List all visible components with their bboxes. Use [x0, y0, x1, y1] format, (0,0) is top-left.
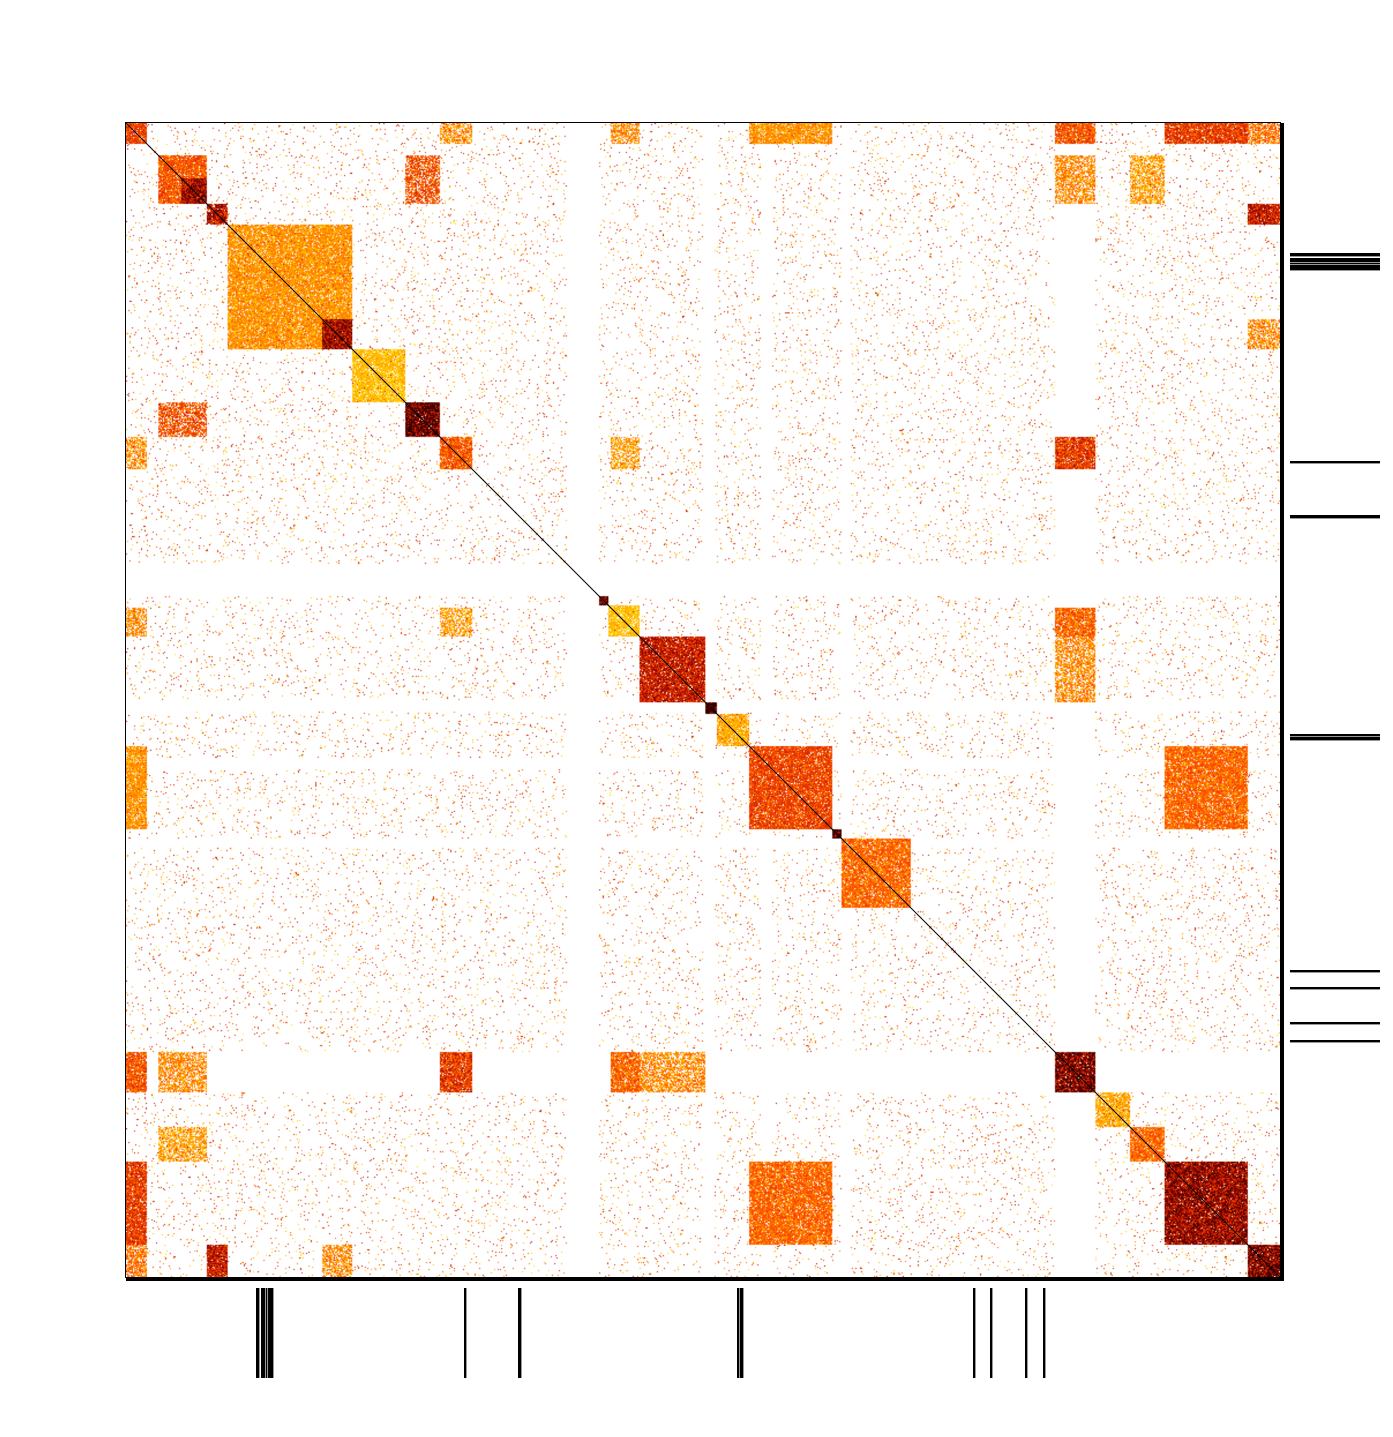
- right-marker: [1290, 259, 1380, 261]
- bottom-marker: [1025, 1288, 1027, 1378]
- bottom-marker: [519, 1288, 521, 1378]
- right-marker: [1290, 462, 1380, 464]
- bottom-marker: [256, 1288, 258, 1378]
- bottom-marker-strip: [256, 1288, 1046, 1378]
- bottom-marker: [268, 1288, 270, 1378]
- right-marker: [1290, 734, 1380, 736]
- right-marker: [1290, 253, 1380, 255]
- bottom-marker: [990, 1288, 992, 1378]
- right-marker: [1290, 265, 1380, 267]
- right-marker: [1290, 261, 1380, 263]
- bottom-marker: [974, 1288, 976, 1378]
- right-marker: [1290, 254, 1380, 256]
- right-marker: [1290, 267, 1380, 269]
- bottom-marker: [464, 1288, 466, 1378]
- right-marker: [1290, 987, 1380, 989]
- bottom-marker: [741, 1288, 743, 1378]
- bottom-marker: [269, 1288, 271, 1378]
- right-marker: [1290, 258, 1380, 260]
- bottom-marker: [271, 1288, 273, 1378]
- right-marker: [1290, 735, 1380, 737]
- right-marker: [1290, 517, 1380, 519]
- bottom-marker: [740, 1288, 742, 1378]
- right-marker: [1290, 970, 1380, 972]
- right-marker: [1290, 1041, 1380, 1043]
- bottom-marker: [263, 1288, 265, 1378]
- right-marker: [1290, 738, 1380, 740]
- bottom-marker: [257, 1288, 259, 1378]
- bottom-marker: [1043, 1288, 1045, 1378]
- right-marker: [1290, 988, 1380, 990]
- right-marker: [1290, 266, 1380, 268]
- bottom-marker: [261, 1288, 263, 1378]
- bottom-marker: [262, 1288, 264, 1378]
- bottom-marker: [738, 1288, 740, 1378]
- bottom-marker: [991, 1288, 993, 1378]
- right-marker: [1290, 268, 1380, 270]
- right-marker: [1290, 737, 1380, 739]
- bottom-marker: [264, 1288, 266, 1378]
- bottom-marker: [1044, 1288, 1046, 1378]
- right-marker: [1290, 269, 1380, 271]
- bottom-marker: [737, 1288, 739, 1378]
- bottom-marker: [742, 1288, 744, 1378]
- right-marker: [1290, 516, 1380, 518]
- bottom-marker: [518, 1288, 520, 1378]
- bottom-marker: [258, 1288, 260, 1378]
- bottom-marker: [272, 1288, 274, 1378]
- right-marker: [1290, 739, 1380, 741]
- bottom-marker: [270, 1288, 272, 1378]
- right-marker: [1290, 515, 1380, 517]
- plot-shadow-right: [1280, 123, 1284, 1281]
- bottom-marker: [520, 1288, 522, 1378]
- diagonal-line: [125, 122, 1281, 1278]
- right-marker: [1290, 1022, 1380, 1024]
- diagonal-mark: [125, 122, 1281, 1278]
- right-marker: [1290, 260, 1380, 262]
- bottom-marker: [973, 1288, 975, 1378]
- right-marker: [1290, 461, 1380, 463]
- bottom-marker: [1026, 1288, 1028, 1378]
- right-marker: [1290, 255, 1380, 257]
- bottom-marker: [465, 1288, 467, 1378]
- right-marker: [1290, 263, 1380, 265]
- right-marker: [1290, 1040, 1380, 1042]
- right-marker-strip: [1290, 253, 1380, 1043]
- plot-area: [125, 122, 1281, 1278]
- bottom-marker: [266, 1288, 268, 1378]
- plot-shadow-bottom: [126, 1277, 1284, 1281]
- right-marker: [1290, 1023, 1380, 1025]
- right-marker: [1290, 971, 1380, 973]
